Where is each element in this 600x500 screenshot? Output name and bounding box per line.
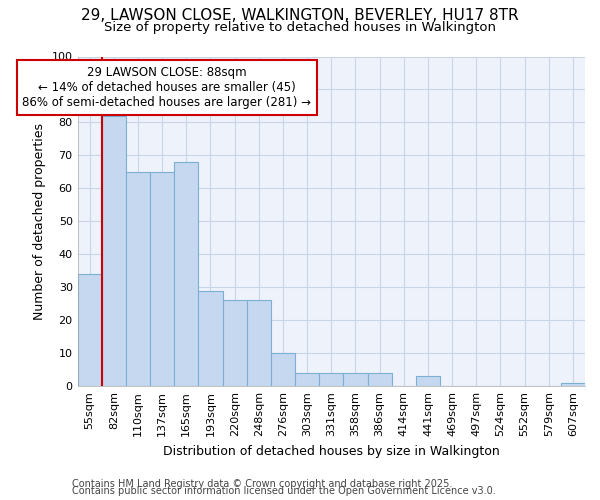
Bar xyxy=(247,300,271,386)
Text: 29 LAWSON CLOSE: 88sqm
← 14% of detached houses are smaller (45)
86% of semi-det: 29 LAWSON CLOSE: 88sqm ← 14% of detached… xyxy=(22,66,311,110)
Text: 29, LAWSON CLOSE, WALKINGTON, BEVERLEY, HU17 8TR: 29, LAWSON CLOSE, WALKINGTON, BEVERLEY, … xyxy=(81,8,519,22)
Text: Contains HM Land Registry data © Crown copyright and database right 2025.: Contains HM Land Registry data © Crown c… xyxy=(72,479,452,489)
Bar xyxy=(150,172,174,386)
Bar xyxy=(271,353,295,386)
Bar xyxy=(416,376,440,386)
Bar xyxy=(126,172,150,386)
Bar xyxy=(199,290,223,386)
Text: Size of property relative to detached houses in Walkington: Size of property relative to detached ho… xyxy=(104,21,496,34)
Bar xyxy=(343,373,368,386)
Bar xyxy=(102,116,126,386)
Bar xyxy=(223,300,247,386)
Bar xyxy=(561,383,585,386)
Bar xyxy=(77,274,102,386)
Text: Contains public sector information licensed under the Open Government Licence v3: Contains public sector information licen… xyxy=(72,486,496,496)
Bar xyxy=(319,373,343,386)
Y-axis label: Number of detached properties: Number of detached properties xyxy=(33,123,46,320)
Bar xyxy=(368,373,392,386)
Bar xyxy=(174,162,199,386)
Bar xyxy=(295,373,319,386)
X-axis label: Distribution of detached houses by size in Walkington: Distribution of detached houses by size … xyxy=(163,444,500,458)
